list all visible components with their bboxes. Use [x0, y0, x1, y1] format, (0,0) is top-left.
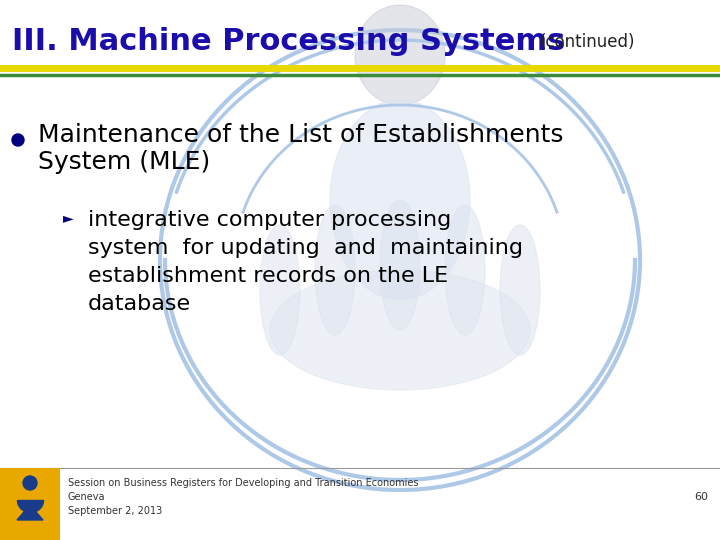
Text: establishment records on the LE: establishment records on the LE	[88, 266, 448, 286]
Ellipse shape	[330, 100, 470, 300]
Text: III. Machine Processing Systems: III. Machine Processing Systems	[12, 28, 565, 57]
Ellipse shape	[270, 270, 530, 390]
Circle shape	[12, 134, 24, 146]
Ellipse shape	[260, 225, 300, 355]
Ellipse shape	[355, 5, 445, 105]
Ellipse shape	[315, 205, 355, 335]
Text: integrative computer processing: integrative computer processing	[88, 210, 451, 230]
Ellipse shape	[445, 205, 485, 335]
Text: Maintenance of the List of Establishments: Maintenance of the List of Establishment…	[38, 123, 564, 147]
Text: System (MLE): System (MLE)	[38, 150, 210, 174]
Text: database: database	[88, 294, 191, 314]
FancyBboxPatch shape	[0, 468, 60, 540]
Ellipse shape	[500, 225, 540, 355]
Text: Session on Business Registers for Developing and Transition Economies: Session on Business Registers for Develo…	[68, 478, 418, 488]
Ellipse shape	[380, 200, 420, 330]
Circle shape	[23, 476, 37, 490]
Text: September 2, 2013: September 2, 2013	[68, 506, 162, 516]
Polygon shape	[17, 505, 43, 520]
Text: (continued): (continued)	[540, 33, 636, 51]
Text: ►: ►	[63, 211, 73, 225]
Text: system  for updating  and  maintaining: system for updating and maintaining	[88, 238, 523, 258]
Text: Geneva: Geneva	[68, 492, 106, 502]
Text: 60: 60	[694, 492, 708, 502]
